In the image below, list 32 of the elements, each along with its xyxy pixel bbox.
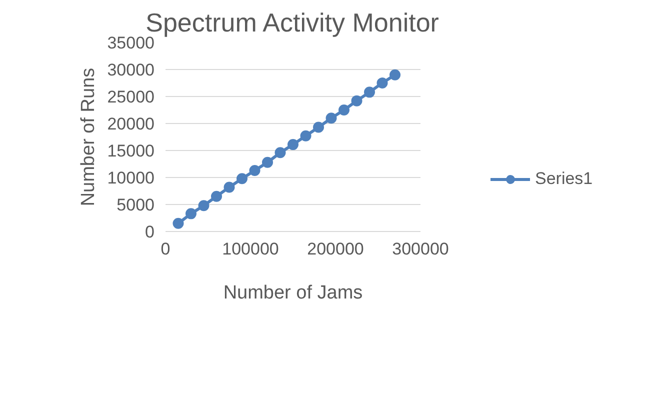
point [313,122,324,133]
x-axis-title: Number of Jams [223,282,363,304]
x-tick-label: 0 [160,240,170,258]
y-tick-label: 5000 [116,196,155,214]
y-tick-label: 10000 [107,168,155,188]
y-axis-title: Number of Runs [78,68,100,206]
x-tick-label: 200000 [307,240,364,258]
y-tick-label: 30000 [107,60,155,80]
point [274,147,286,158]
point [198,200,210,212]
y-tick-label: 0 [145,222,155,242]
point [249,164,260,176]
y-tick-label: 15000 [107,142,155,160]
point [364,86,375,98]
point [211,190,222,202]
point [262,156,273,168]
point [351,95,362,106]
point [224,182,235,193]
x-tick-label: 300000 [392,240,449,258]
point [172,218,184,229]
y-tick-label: 20000 [107,114,155,134]
legend-label: Series1 [535,168,593,188]
point [376,78,388,88]
point [338,104,350,116]
point [326,112,337,124]
point [236,173,248,184]
point [186,208,196,220]
point [390,69,400,80]
y-tick-label: 25000 [107,88,155,106]
x-tick-label: 100000 [222,240,279,258]
point [300,130,312,142]
point [288,139,298,150]
